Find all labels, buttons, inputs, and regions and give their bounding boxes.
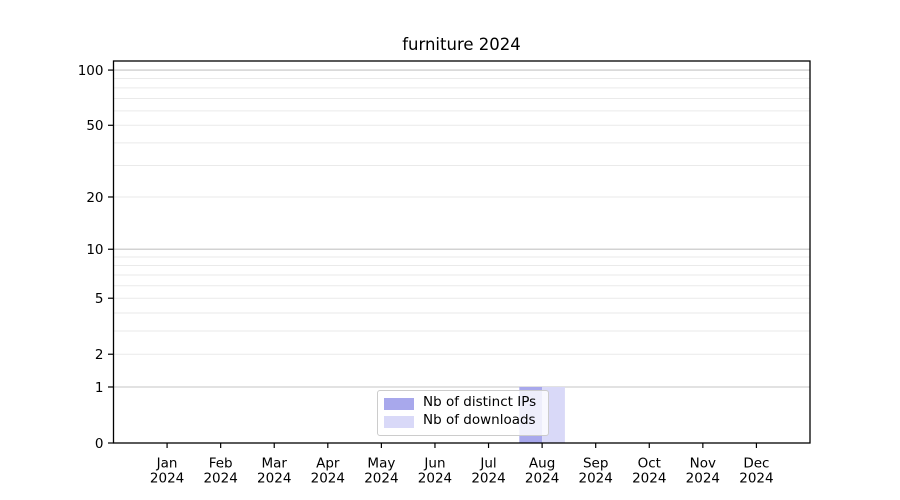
x-tick-label-month: May — [367, 456, 395, 472]
x-tick-label-year: 2024 — [686, 471, 720, 487]
y-tick-label: 50 — [86, 118, 103, 134]
x-tick-label-month: Jul — [479, 456, 496, 472]
y-tick-label: 20 — [86, 190, 103, 206]
y-tick-label: 100 — [78, 63, 104, 79]
legend-swatch-downloads — [384, 415, 414, 428]
x-tick-label-month: Jan — [156, 456, 178, 472]
x-tick-label-month: Nov — [690, 456, 716, 472]
x-tick-label-year: 2024 — [632, 471, 666, 487]
x-tick-label-month: Sep — [583, 456, 608, 472]
plot-frame — [112, 60, 811, 444]
x-tick-label-month: Aug — [529, 456, 555, 472]
x-tick-label-year: 2024 — [364, 471, 398, 487]
x-tick-label-year: 2024 — [203, 471, 237, 487]
x-tick-label-year: 2024 — [471, 471, 505, 487]
x-tick-label-year: 2024 — [311, 471, 345, 487]
legend-item: Nb of distinct IPs — [384, 396, 542, 412]
x-tick-label-month: Jun — [423, 456, 445, 472]
legend-label-distinct-ips: Nb of distinct IPs — [423, 394, 537, 411]
x-tick-label-month: Mar — [261, 456, 287, 472]
y-tick-label: 2 — [95, 347, 104, 363]
y-tick-label: 1 — [95, 380, 104, 396]
y-tick-label: 10 — [86, 242, 103, 258]
x-tick-label-year: 2024 — [150, 471, 184, 487]
x-tick-label-year: 2024 — [579, 471, 613, 487]
x-tick-label-month: Oct — [638, 456, 661, 472]
x-tick-label-month: Dec — [743, 456, 769, 472]
x-tick-label-year: 2024 — [739, 471, 773, 487]
x-tick-label-year: 2024 — [418, 471, 452, 487]
x-tick-label-year: 2024 — [257, 471, 291, 487]
legend-swatch-distinct-ips — [384, 398, 414, 411]
legend: Nb of distinct IPs Nb of downloads — [377, 390, 549, 436]
y-tick-label: 5 — [95, 291, 104, 307]
y-tick-label: 0 — [95, 436, 104, 452]
x-tick-label-month: Feb — [209, 456, 233, 472]
x-tick-label-year: 2024 — [525, 471, 559, 487]
legend-item: Nb of downloads — [384, 414, 542, 430]
legend-label-downloads: Nb of downloads — [423, 412, 536, 429]
x-tick-label-month: Apr — [316, 456, 340, 472]
